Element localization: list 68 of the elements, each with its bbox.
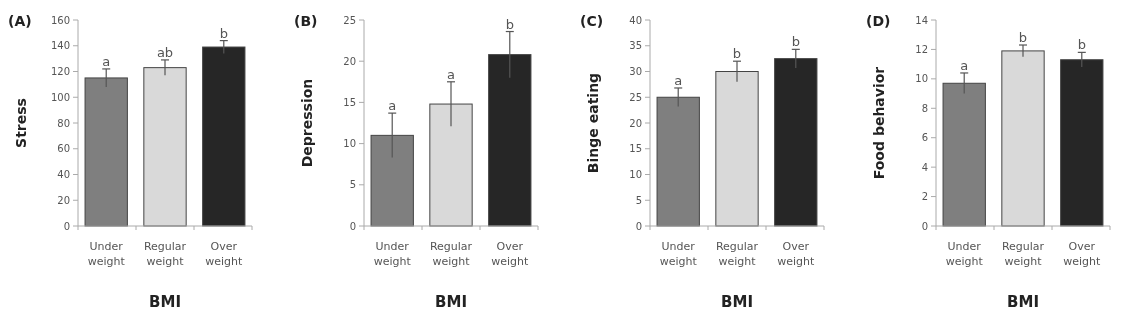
y-axis-title: Depression: [299, 78, 315, 168]
y-tick-label: 0: [349, 220, 356, 232]
y-tick-label: 100: [50, 91, 70, 103]
y-tick-label: 0: [63, 220, 70, 232]
y-tick-label: 15: [343, 96, 356, 108]
y-tick-label: 4: [921, 161, 928, 173]
y-tick-label: 20: [629, 117, 642, 129]
y-tick-label: 8: [921, 102, 928, 114]
x-axis-title: BMI: [721, 293, 753, 311]
y-tick-label: 0: [635, 220, 642, 232]
y-tick-label: 14: [915, 14, 928, 26]
y-tick-label: 80: [57, 117, 70, 129]
x-tick-label: Over weight: [777, 240, 816, 268]
y-axis-title: Food behavior: [871, 66, 887, 180]
y-tick-label: 30: [629, 66, 642, 77]
annotation: b: [1018, 30, 1028, 46]
annotation: a: [447, 66, 455, 82]
y-tick-label: 60: [57, 143, 70, 155]
y-tick-label: 40: [629, 14, 642, 26]
annotation: b: [219, 25, 228, 41]
y-tick-label: 25: [629, 91, 642, 103]
y-tick-label: 40: [57, 169, 70, 180]
x-axis-title: BMI: [1007, 293, 1039, 311]
y-tick-label: 25: [343, 14, 356, 26]
x-axis-title: BMI: [149, 293, 181, 311]
x-tick-label: Over weight: [491, 240, 530, 268]
annotation: a: [674, 72, 683, 88]
annotation: a: [960, 57, 969, 73]
x-tick-label: Under weight: [87, 240, 126, 268]
y-axis-title: Stress: [13, 98, 29, 148]
x-tick-label: Under weight: [373, 240, 412, 268]
y-tick-label: 5: [635, 194, 642, 206]
annotation: a: [388, 98, 397, 114]
annotation: b: [505, 16, 514, 32]
y-tick-label: 140: [50, 40, 70, 52]
y-tick-label: 20: [343, 55, 356, 67]
annotation: b: [1077, 37, 1086, 53]
x-tick-label: Regular weight: [715, 240, 759, 268]
annotation: ab: [156, 44, 174, 60]
annotation: b: [791, 34, 800, 50]
x-tick-label: Regular weight: [429, 240, 473, 268]
y-tick-label: 120: [50, 66, 70, 77]
x-axis-title: BMI: [435, 293, 467, 311]
y-tick-label: 35: [629, 40, 642, 52]
annotation: a: [102, 53, 111, 69]
x-tick-label: Regular weight: [1001, 240, 1045, 268]
y-tick-label: 10: [343, 138, 356, 150]
y-tick-label: 10: [629, 169, 642, 180]
y-tick-label: 12: [915, 43, 928, 55]
y-tick-label: 20: [57, 194, 70, 206]
chart-title: (D): [866, 13, 891, 29]
x-tick-label: Over weight: [1063, 240, 1102, 268]
x-tick-label: Under weight: [659, 240, 698, 268]
y-tick-label: 160: [50, 14, 70, 26]
y-tick-label: 6: [921, 132, 928, 144]
x-tick-label: Regular weight: [143, 240, 187, 268]
y-tick-label: 5: [349, 179, 356, 191]
y-axis-title: Binge eating: [585, 72, 601, 174]
x-tick-label: Over weight: [205, 240, 244, 268]
x-tick-label: Under weight: [945, 240, 984, 268]
y-tick-label: 0: [921, 220, 928, 232]
chart-title: (C): [580, 13, 604, 29]
y-tick-label: 2: [921, 191, 928, 203]
chart-title: (B): [294, 13, 318, 29]
chart-title: (A): [8, 13, 32, 29]
y-tick-label: 15: [629, 143, 642, 155]
annotation: b: [732, 46, 742, 62]
y-tick-label: 10: [915, 73, 928, 85]
